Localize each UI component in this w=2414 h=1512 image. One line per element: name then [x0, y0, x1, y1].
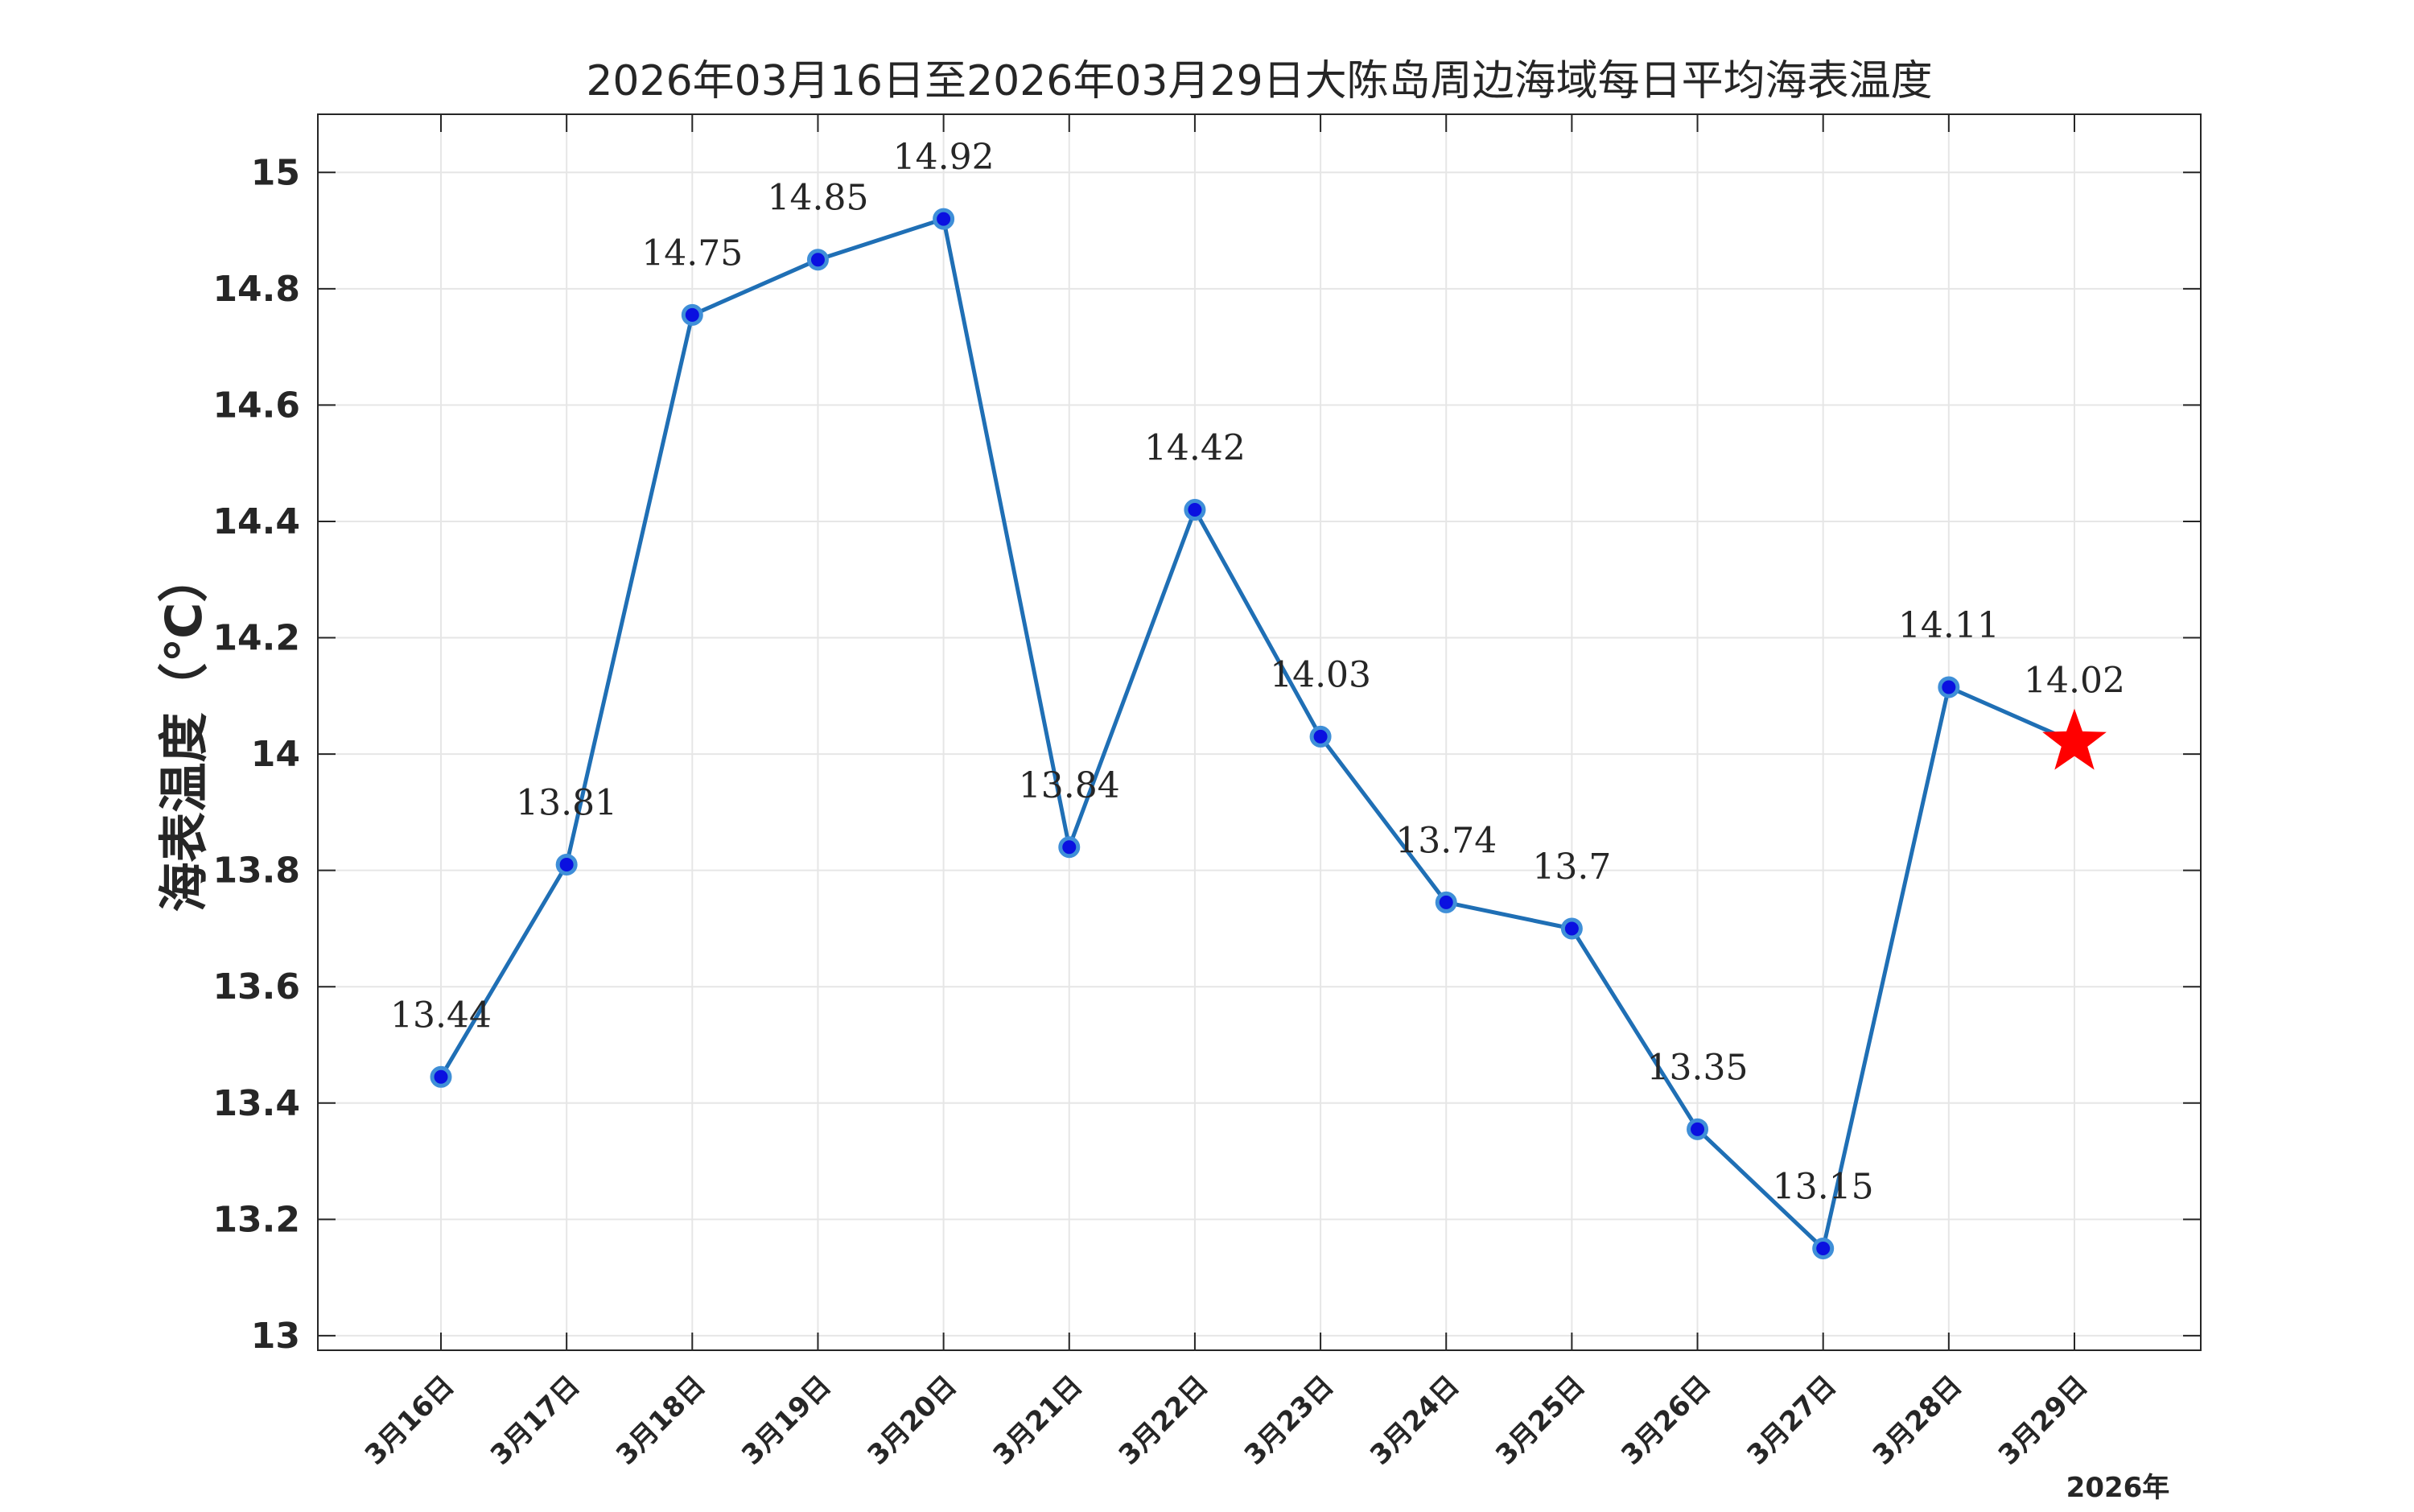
data-label: 14.42 — [1144, 428, 1246, 469]
x-tick-label: 3月27日 — [1740, 1370, 1843, 1472]
x-tick-label: 3月29日 — [1992, 1370, 2095, 1472]
data-point — [1184, 499, 1206, 521]
data-label: 14.03 — [1270, 654, 1371, 695]
x-tick-label: 3月23日 — [1238, 1370, 1341, 1472]
y-tick-label: 15 — [251, 152, 300, 193]
chart-title: 2026年03月16日至2026年03月29日大陈岛周边海域每日平均海表温度 — [586, 57, 1932, 105]
x-tick-labels: 3月16日 3月17日 3月18日 3月19日 3月20日 3月21日 3月22日 3月23日… — [359, 1370, 2095, 1472]
y-tick-label: 14.4 — [212, 501, 300, 542]
y-tick-label: 13.6 — [212, 966, 300, 1007]
data-label: 13.15 — [1773, 1167, 1874, 1208]
data-label: 14.02 — [2024, 661, 2125, 702]
x-tick-label: 3月20日 — [861, 1370, 963, 1472]
plot-area-frame — [317, 113, 2202, 1351]
data-point — [1309, 725, 1332, 748]
x-tick-label: 3月21日 — [987, 1370, 1090, 1472]
y-tick-label: 14.2 — [212, 618, 300, 659]
data-point — [1687, 1118, 1709, 1140]
data-label: 13.74 — [1395, 820, 1497, 861]
data-point — [1435, 891, 1457, 913]
data-point — [1058, 836, 1081, 859]
x-tick-label: 3月19日 — [735, 1370, 838, 1472]
data-label: 13.84 — [1019, 765, 1120, 806]
data-point — [933, 208, 955, 230]
x-tick-label: 3月24日 — [1364, 1370, 1466, 1472]
data-point — [806, 249, 829, 271]
data-label: 14.11 — [1898, 605, 2000, 646]
data-label: 13.44 — [390, 995, 492, 1036]
data-label: 13.81 — [516, 782, 617, 823]
x-axis-year-label: 2026年 — [2066, 1472, 2170, 1504]
data-label: 13.7 — [1532, 847, 1611, 888]
data-label: 14.85 — [767, 178, 868, 219]
data-labels: 13.44 13.81 14.75 14.85 14.92 13.84 14.42 14.03… — [390, 137, 2125, 1207]
x-tick-label: 3月25日 — [1489, 1370, 1592, 1472]
y-tick-label: 13.8 — [212, 851, 300, 892]
series-line — [439, 216, 2076, 1250]
data-point — [430, 1065, 452, 1088]
highlight-star-point — [2042, 708, 2107, 770]
x-tick-label: 3月26日 — [1615, 1370, 1717, 1472]
y-tick-label: 14.6 — [212, 385, 300, 426]
x-tick-label: 3月16日 — [359, 1370, 461, 1472]
data-points — [430, 208, 2107, 1260]
x-tick-label: 3月18日 — [610, 1370, 712, 1472]
tick-marks — [318, 114, 2201, 1350]
data-point — [681, 303, 703, 326]
y-tick-labels: 13 13.2 13.4 13.6 13.8 14 14.2 14.4 14.6 14.8 15 — [212, 152, 300, 1357]
data-label: 14.75 — [641, 233, 743, 274]
x-tick-label: 3月22日 — [1113, 1370, 1215, 1472]
x-tick-label: 3月17日 — [484, 1370, 587, 1472]
y-tick-label: 13.2 — [212, 1199, 300, 1240]
data-point — [1812, 1238, 1835, 1260]
grid-layer — [318, 114, 2201, 1350]
data-point — [1560, 917, 1583, 940]
data-point — [555, 853, 578, 875]
y-tick-label: 13.4 — [212, 1083, 300, 1124]
data-label: 14.92 — [893, 137, 995, 178]
data-label: 13.35 — [1647, 1047, 1749, 1088]
y-tick-label: 14.8 — [212, 269, 300, 310]
y-axis-label: 海表温度（℃） — [154, 552, 213, 912]
x-tick-label: 3月28日 — [1867, 1370, 1969, 1472]
y-tick-label: 14 — [251, 734, 300, 775]
y-tick-label: 13 — [251, 1316, 300, 1357]
data-point — [1938, 676, 1960, 698]
